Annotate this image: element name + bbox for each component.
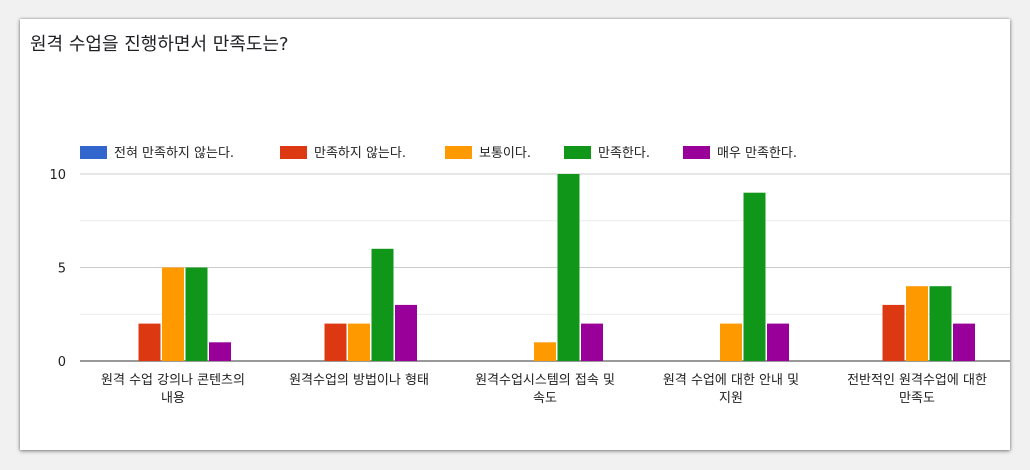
legend-swatch[interactable] [564,146,591,159]
y-tick-label: 0 [58,355,66,370]
bar[interactable] [185,267,208,362]
legend-label[interactable]: 전혀 만족하지 않는다. [114,146,234,161]
y-tick-label: 10 [49,168,66,183]
bar[interactable] [371,248,394,361]
legend-label[interactable]: 만족하지 않는다. [314,146,406,161]
bar[interactable] [906,286,928,361]
bar[interactable] [162,267,184,362]
bar[interactable] [534,342,556,361]
x-category-label: 원격수업의 방법이나 형태 [289,373,429,388]
bar[interactable] [882,304,905,361]
bar[interactable] [953,323,975,361]
bar[interactable] [720,323,742,361]
x-category-label: 속도 [533,391,557,406]
x-category-label: 전반적인 원격수업에 대한 [847,373,987,388]
bar[interactable] [395,304,417,361]
bar[interactable] [209,342,231,361]
legend-swatch[interactable] [683,146,710,159]
bar[interactable] [581,323,603,361]
x-category-label: 원격 수업 강의나 콘텐츠의 [101,373,245,388]
legend-swatch[interactable] [445,146,472,159]
bar[interactable] [743,192,766,361]
y-tick-label: 5 [58,262,66,277]
legend-swatch[interactable] [80,146,107,159]
legend-label[interactable]: 보통이다. [479,146,531,161]
legend-swatch[interactable] [280,146,307,159]
bar[interactable] [557,174,580,361]
legend-label[interactable]: 매우 만족한다. [717,146,797,161]
x-category-label: 원격 수업에 대한 안내 및 [663,373,799,388]
bar[interactable] [348,323,370,361]
x-category-label: 만족도 [899,391,935,406]
bar[interactable] [324,323,347,361]
chart-title: 원격 수업을 진행하면서 만족도는? [30,34,289,55]
x-category-label: 원격수업시스템의 접속 및 [475,373,615,388]
bar[interactable] [929,286,952,361]
legend-label[interactable]: 만족한다. [598,146,650,161]
chart-card [20,19,1010,450]
bar[interactable] [138,323,161,361]
bar[interactable] [767,323,789,361]
x-category-label: 지원 [719,391,743,406]
x-category-label: 내용 [161,391,185,406]
